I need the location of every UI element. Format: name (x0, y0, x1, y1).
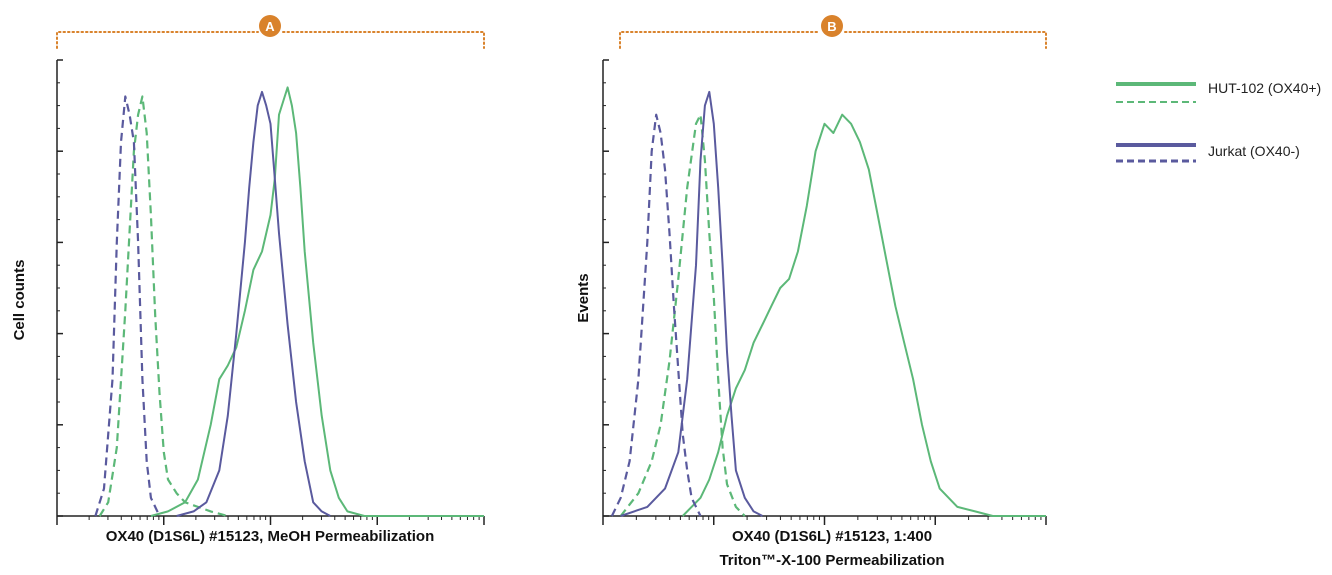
panel-b-series-solid-2 (620, 90, 763, 517)
legend-item-hut102: HUT-102 (OX40+) (1116, 80, 1321, 103)
panel-a-series-dashed-1 (98, 95, 229, 518)
panel-a-ylabel: Cell counts (11, 260, 28, 341)
panel-b-xlabel-line-1: OX40 (D1S6L) #15123, 1:400 (732, 528, 932, 545)
legend-jurkat-label: Jurkat (OX40-) (1208, 143, 1300, 159)
panel-b-series-dashed-3 (610, 113, 702, 517)
panel-a-bracket (56, 31, 485, 49)
panel-a: A Cell counts OX40 (D1S6L) #15123, MeOH … (11, 15, 485, 545)
panel-a-badge-label: A (265, 19, 275, 34)
panel-b-ylabel: Events (575, 273, 592, 322)
panel-a-series-solid-2 (176, 90, 331, 517)
panel-a-xlabel-line-1: OX40 (D1S6L) #15123, MeOH Permeabilizati… (106, 528, 434, 545)
panel-b-plot (602, 59, 1047, 525)
panel-a-series-solid-0 (150, 86, 484, 517)
panel-b-badge (821, 15, 843, 37)
panel-b-series-dashed-1 (619, 113, 746, 517)
panel-b-bracket (619, 31, 1047, 49)
panel-b: B Events OX40 (D1S6L) #15123, 1:400 Trit… (575, 15, 1047, 569)
panel-a-badge (259, 15, 281, 37)
panel-a-plot (56, 59, 485, 525)
panel-a-series-dashed-3 (94, 95, 161, 517)
legend-hut102-label: HUT-102 (OX40+) (1208, 80, 1321, 96)
legend: HUT-102 (OX40+) Jurkat (OX40-) (1116, 80, 1321, 163)
panel-b-xlabel-line-2: Triton™-X-100 Permeabilization (719, 552, 944, 569)
panel-b-badge-label: B (827, 19, 836, 34)
panel-b-series-solid-0 (681, 113, 1046, 517)
legend-item-jurkat: Jurkat (OX40-) (1116, 143, 1300, 163)
